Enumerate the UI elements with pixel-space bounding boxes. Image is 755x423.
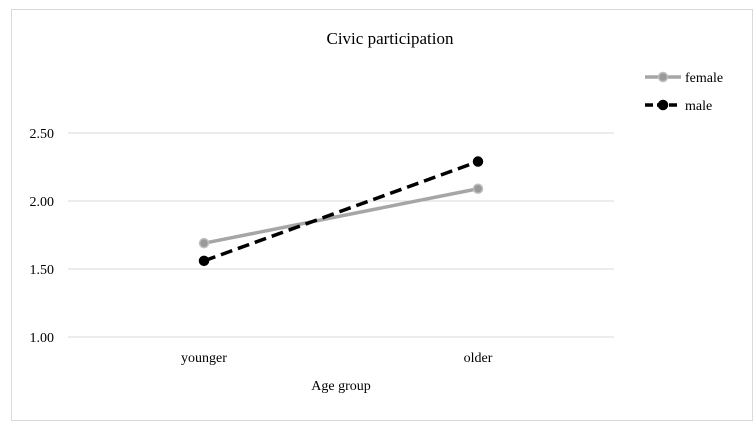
x-tick-label: younger xyxy=(181,351,227,366)
y-tick-label: 2.00 xyxy=(30,195,55,210)
y-tick-label: 1.00 xyxy=(30,331,55,346)
y-tick-label: 1.50 xyxy=(30,263,55,278)
series-line-female xyxy=(203,187,479,245)
data-point-male xyxy=(198,255,210,267)
series-line-male xyxy=(203,159,479,263)
legend-item-male: male xyxy=(645,99,712,114)
data-point-male xyxy=(472,156,484,167)
legend-marker-female xyxy=(657,71,669,83)
chart-title: Civic participation xyxy=(327,29,454,48)
x-axis-ticks: younger older xyxy=(181,351,493,366)
chart-area xyxy=(11,9,753,421)
legend-label-male: male xyxy=(685,99,712,114)
gridlines xyxy=(68,132,614,338)
series-female xyxy=(198,183,484,249)
x-axis-label: Age group xyxy=(311,379,371,394)
series-male xyxy=(198,156,484,267)
legend-marker-male xyxy=(657,99,669,111)
legend: female male xyxy=(645,71,723,114)
data-point-female xyxy=(472,183,484,195)
data-point-female xyxy=(198,237,210,249)
y-axis-ticks: 1.00 1.50 2.00 2.50 xyxy=(30,127,55,346)
legend-label-female: female xyxy=(685,71,723,86)
series-lines xyxy=(198,156,484,267)
x-tick-label: older xyxy=(464,351,493,366)
legend-item-female: female xyxy=(645,71,723,86)
y-tick-label: 2.50 xyxy=(30,127,55,142)
